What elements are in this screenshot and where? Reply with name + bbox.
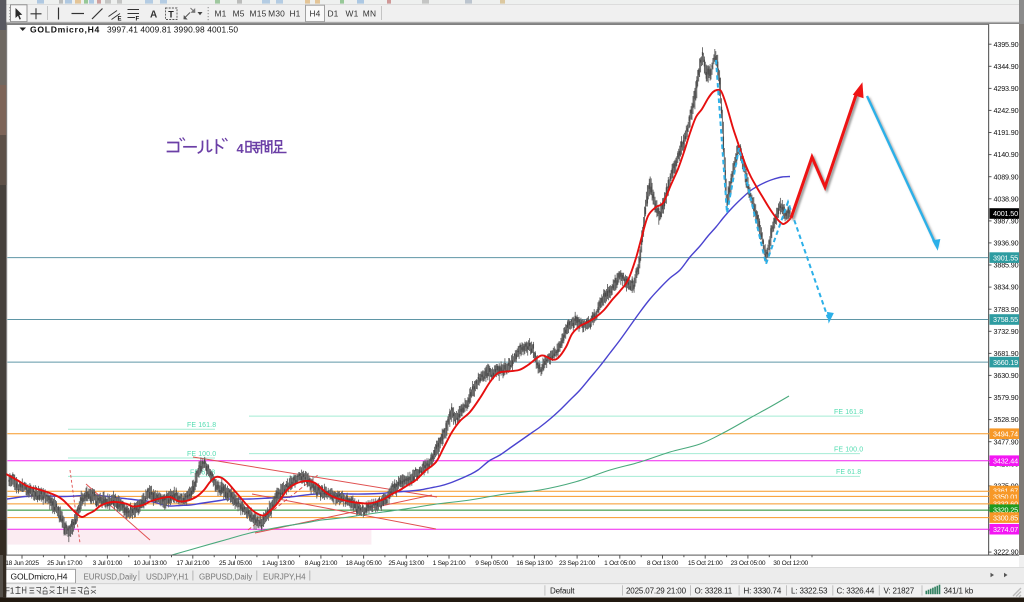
svg-text:EURJPY,H4: EURJPY,H4 [263, 573, 306, 582]
svg-text:V: 21827: V: 21827 [884, 587, 915, 596]
svg-text:H1: H1 [289, 9, 300, 19]
svg-text:FE 100.0: FE 100.0 [187, 451, 216, 458]
svg-text:25 Jul 05:00: 25 Jul 05:00 [219, 560, 253, 567]
svg-text:FE 61.8: FE 61.8 [836, 469, 861, 476]
svg-text:3320.25: 3320.25 [993, 505, 1018, 514]
svg-text:4293.90: 4293.90 [994, 84, 1019, 93]
svg-text:MN: MN [363, 9, 376, 19]
svg-text:3274.07: 3274.07 [993, 525, 1018, 534]
svg-text:25 Aug 13:00: 25 Aug 13:00 [388, 560, 424, 567]
svg-text:1 Aug 13:00: 1 Aug 13:00 [262, 560, 295, 567]
svg-text:H: 3330.74: H: 3330.74 [744, 587, 782, 596]
svg-text:3332.60: 3332.60 [993, 500, 1018, 509]
svg-text:GOLDmicro,H4: GOLDmicro,H4 [11, 571, 68, 581]
svg-text:3300.85: 3300.85 [993, 513, 1018, 522]
svg-text:10 Jul 13:00: 10 Jul 13:00 [134, 560, 168, 567]
svg-text:3987.90: 3987.90 [994, 217, 1019, 226]
svg-text:EURUSD,Daily: EURUSD,Daily [84, 573, 137, 582]
svg-text:4140.90: 4140.90 [994, 150, 1019, 159]
svg-text:3834.90: 3834.90 [994, 283, 1019, 292]
svg-text:C: 3326.44: C: 3326.44 [837, 587, 875, 596]
svg-text:M1: M1 [214, 9, 226, 19]
svg-text:3783.90: 3783.90 [994, 305, 1019, 314]
svg-text:Default: Default [550, 587, 575, 596]
svg-text:18 Jun 2025: 18 Jun 2025 [5, 560, 39, 567]
svg-text:FE 61.8: FE 61.8 [190, 469, 215, 476]
svg-text:3432.44: 3432.44 [993, 456, 1018, 465]
svg-text:9 Sep 05:00: 9 Sep 05:00 [475, 560, 508, 567]
svg-text:3901.55: 3901.55 [993, 253, 1018, 262]
svg-text:341/1 kb: 341/1 kb [944, 587, 974, 596]
svg-text:F1: F1 [5, 587, 15, 596]
svg-text:3660.19: 3660.19 [993, 358, 1018, 367]
svg-text:3681.90: 3681.90 [994, 349, 1019, 358]
svg-text:4038.90: 4038.90 [994, 194, 1019, 203]
svg-text:30 Oct 12:00: 30 Oct 12:00 [773, 560, 808, 567]
svg-text:4: 4 [237, 141, 245, 156]
svg-text:H4: H4 [309, 9, 320, 19]
svg-text:M15: M15 [250, 9, 267, 19]
svg-text:1 Sep 21:00: 1 Sep 21:00 [433, 560, 466, 567]
svg-text:23 Sep 21:00: 23 Sep 21:00 [559, 560, 596, 567]
svg-text:16 Sep 13:00: 16 Sep 13:00 [516, 560, 553, 567]
svg-text:18 Aug 05:00: 18 Aug 05:00 [346, 560, 382, 567]
svg-text:4089.90: 4089.90 [994, 172, 1019, 181]
svg-text:D1: D1 [327, 9, 338, 19]
svg-text:3350.01: 3350.01 [993, 493, 1018, 502]
svg-text:3 Jul 01:00: 3 Jul 01:00 [93, 560, 123, 567]
svg-text:GOLDmicro,H4: GOLDmicro,H4 [30, 25, 100, 35]
svg-text:E: E [118, 17, 122, 23]
svg-text:4344.90: 4344.90 [994, 62, 1019, 71]
svg-text:USDJPY,H1: USDJPY,H1 [146, 573, 189, 582]
svg-text:FE 161.8: FE 161.8 [187, 422, 216, 429]
svg-text:3885.90: 3885.90 [994, 261, 1019, 270]
svg-text:8 Aug 21:00: 8 Aug 21:00 [305, 560, 338, 567]
svg-text:F: F [136, 17, 140, 23]
svg-text:3494.74: 3494.74 [993, 429, 1018, 438]
svg-text:2025.07.29 21:00: 2025.07.29 21:00 [626, 587, 687, 596]
svg-text:GBPUSD,Daily: GBPUSD,Daily [199, 573, 252, 582]
svg-text:15 Oct 21:00: 15 Oct 21:00 [688, 560, 723, 567]
svg-text:1 Oct 05:00: 1 Oct 05:00 [604, 560, 636, 567]
svg-text:M5: M5 [233, 9, 245, 19]
svg-text:FE 100.0: FE 100.0 [834, 447, 863, 454]
svg-text:L: 3322.53: L: 3322.53 [791, 587, 828, 596]
svg-text:4395.90: 4395.90 [994, 40, 1019, 49]
svg-text:8 Oct 13:00: 8 Oct 13:00 [647, 560, 679, 567]
svg-text:3528.90: 3528.90 [994, 415, 1019, 424]
svg-text:O: 3328.11: O: 3328.11 [695, 587, 733, 596]
svg-text:A: A [150, 10, 157, 21]
svg-text:3630.90: 3630.90 [994, 371, 1019, 380]
svg-text:3997.41 4009.81 3990.98 4001.5: 3997.41 4009.81 3990.98 4001.50 [107, 25, 238, 35]
svg-text:3222.90: 3222.90 [994, 548, 1019, 557]
svg-text:T: T [168, 10, 174, 20]
svg-text:3758.55: 3758.55 [993, 315, 1018, 324]
svg-text:W1: W1 [346, 9, 359, 19]
svg-text:4242.90: 4242.90 [994, 106, 1019, 115]
svg-text:3361.67: 3361.67 [993, 487, 1018, 496]
svg-text:3732.90: 3732.90 [994, 327, 1019, 336]
svg-text:M30: M30 [268, 9, 285, 19]
svg-text:3936.90: 3936.90 [994, 239, 1019, 248]
svg-text:23 Oct 05:00: 23 Oct 05:00 [731, 560, 766, 567]
svg-text:25 Jun 17:00: 25 Jun 17:00 [47, 560, 83, 567]
svg-text:3477.90: 3477.90 [994, 437, 1019, 446]
svg-text:FE 161.8: FE 161.8 [834, 409, 863, 416]
svg-text:4191.90: 4191.90 [994, 128, 1019, 137]
svg-text:3579.90: 3579.90 [994, 393, 1019, 402]
svg-text:4001.50: 4001.50 [993, 209, 1018, 218]
svg-text:17 Jul 21:00: 17 Jul 21:00 [176, 560, 210, 567]
